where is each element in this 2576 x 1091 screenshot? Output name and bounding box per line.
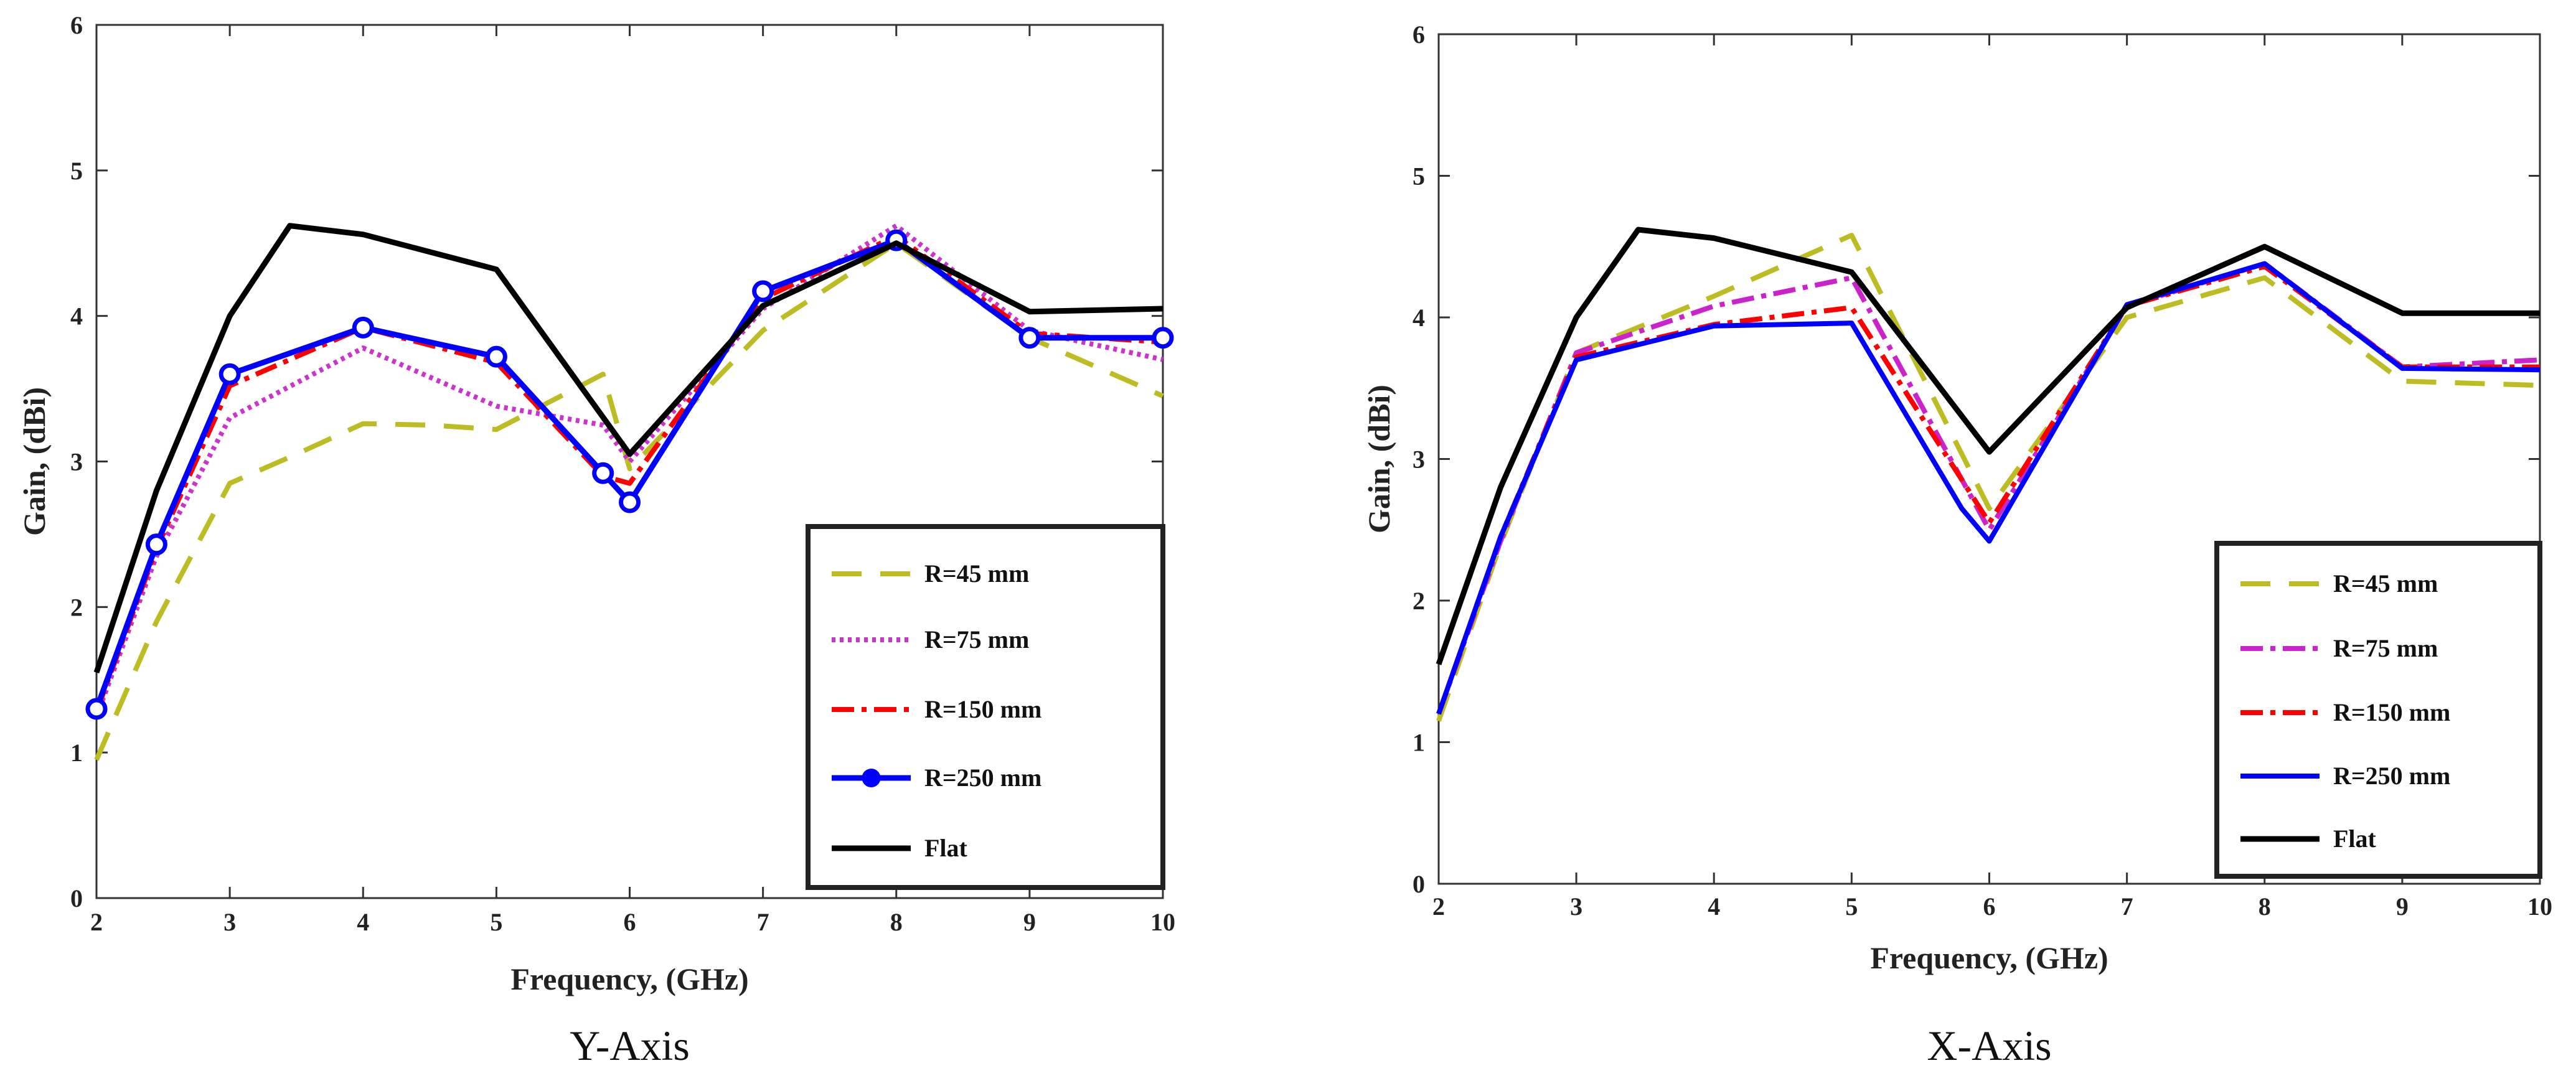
x-tick-label: 7 [2121,892,2133,920]
data-point-marker [85,698,108,720]
y-tick-label: 0 [70,884,83,912]
x-tick-label: 5 [490,908,502,936]
legend-label: R=75 mm [924,625,1029,653]
y-tick-label: 5 [70,157,83,185]
x-tick-label: 9 [2396,892,2409,920]
data-point-marker [145,533,167,556]
legend-marker [862,769,881,787]
x-axis-label: Frequency, (GHz) [510,962,748,996]
data-point-marker [1018,327,1041,349]
y-tick-label: 2 [70,593,83,621]
x-tick-label: 5 [1845,892,1858,920]
series-line-r-75-mm [94,223,1163,718]
data-point-marker [752,280,774,302]
y-tick-label: 0 [1413,870,1425,898]
y-tick-label: 6 [70,11,83,39]
y-axis-label: Gain, (dBi) [1361,385,1396,533]
legend-label: R=250 mm [2333,762,2450,790]
x-axis-label: Frequency, (GHz) [1870,940,2108,975]
legend-label: R=45 mm [2333,569,2438,597]
x-tick-label: 2 [90,908,103,936]
legend-label: R=150 mm [2333,698,2450,726]
data-point-marker [592,462,614,484]
x-tick-label: 6 [1983,892,1996,920]
series-line-r-45-mm [94,240,1164,761]
y-tick-label: 4 [1413,304,1425,332]
x-tick-label: 7 [757,908,769,936]
legend-label: R=250 mm [924,764,1041,792]
legend-box [2214,541,2542,879]
x-tick-label: 8 [2259,892,2271,920]
legend-label: Flat [2333,825,2377,853]
x-tick-label: 4 [357,908,369,936]
chart-caption: Y-Axis [570,1022,690,1069]
series-line-r-45-mm [1436,233,2541,722]
y-tick-label: 1 [70,739,83,767]
y-tick-label: 1 [1413,729,1425,757]
y-tick-label: 4 [70,302,83,330]
x-tick-label: 6 [624,908,636,936]
chart-x-axis: 0 1 2 3 4 5 6 2 3 4 5 6 7 8 9 10 Frequency, (GHz) Gain, (… [1361,21,2552,1069]
x-tick-label: 2 [1432,892,1445,920]
data-point-marker [619,491,641,513]
chart-y-axis: 0 1 2 3 4 5 6 2 3 4 5 6 7 8 9 10 Frequency, (GHz) Gain, (… [17,11,1175,1069]
y-tick-label: 3 [70,448,83,476]
data-point-marker [219,363,241,385]
legend-label: R=45 mm [924,560,1029,588]
chart-caption: X-Axis [1927,1022,2051,1069]
data-point-marker [485,345,507,368]
x-tick-label: 4 [1708,892,1720,920]
x-tick-label: 10 [1150,908,1175,936]
series-line-flat [1436,227,2540,665]
series-line-flat [93,223,1163,674]
x-tick-label: 8 [890,908,903,936]
x-tick-label: 3 [1570,892,1582,920]
legend-label: R=150 mm [924,695,1041,723]
y-axis-label: Gain, (dBi) [17,387,52,536]
x-tick-label: 3 [223,908,236,936]
series-line-r-250-mm [1436,261,2541,715]
data-point-marker [1152,327,1174,349]
legend-label: R=75 mm [2333,634,2438,662]
x-tick-label: 9 [1023,908,1036,936]
y-tick-label: 3 [1413,446,1425,474]
legend-box [806,524,1165,890]
legend-label: Flat [924,834,968,862]
x-tick-label: 10 [2527,892,2552,920]
y-tick-label: 5 [1413,162,1425,190]
y-tick-label: 2 [1413,587,1425,615]
y-tick-label: 6 [1413,21,1425,49]
data-point-marker [352,316,374,339]
